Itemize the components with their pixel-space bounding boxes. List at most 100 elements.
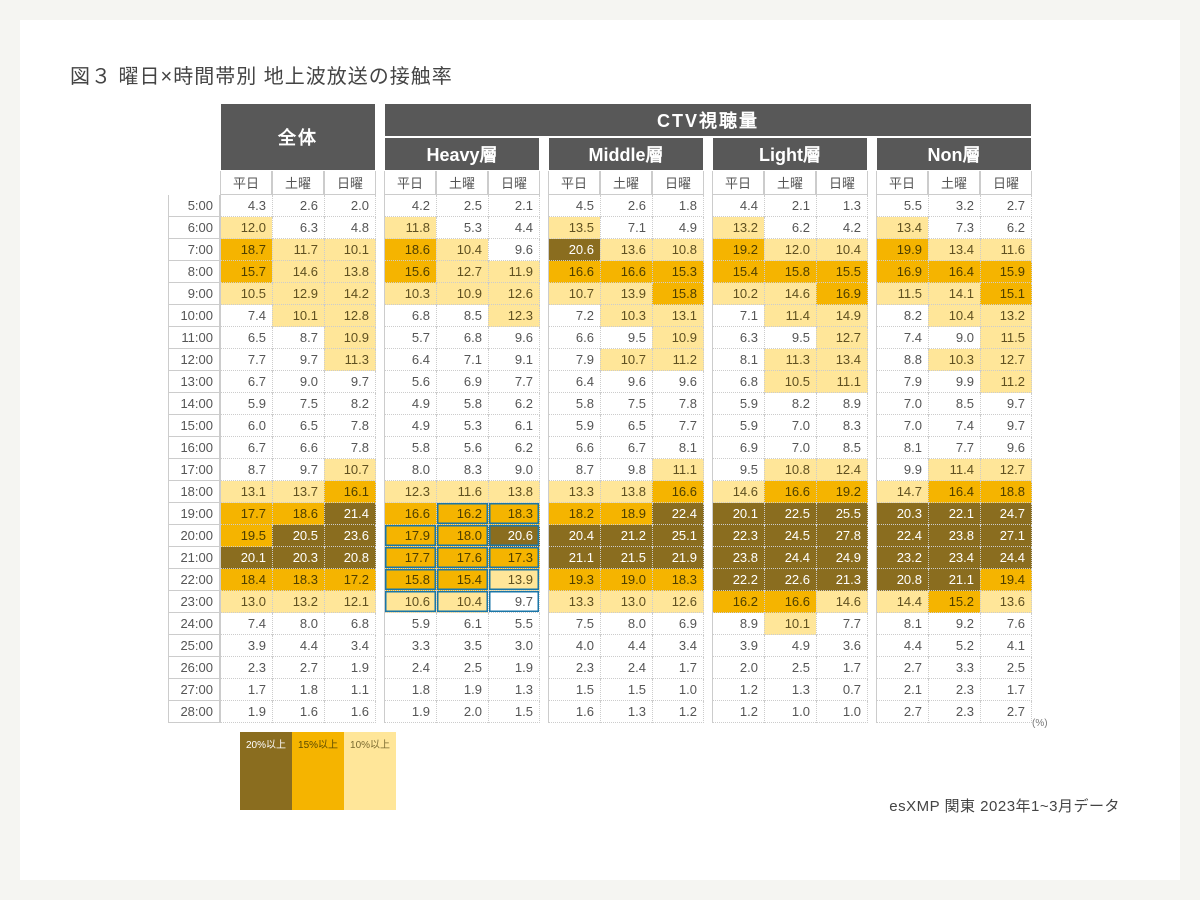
cell-non-9-0: 7.0 bbox=[876, 393, 928, 415]
time-8:00: 8:00 bbox=[168, 261, 220, 283]
cell-middle-14-0: 18.2 bbox=[548, 503, 600, 525]
cell-non-7-1: 10.3 bbox=[928, 349, 980, 371]
cell-non-6-2: 11.5 bbox=[980, 327, 1032, 349]
spacer bbox=[376, 569, 384, 591]
cell-heavy-13-0: 12.3 bbox=[384, 481, 436, 503]
cell-light-6-2: 12.7 bbox=[816, 327, 868, 349]
cell-middle-17-1: 19.0 bbox=[600, 569, 652, 591]
spacer bbox=[704, 569, 712, 591]
spacer bbox=[868, 393, 876, 415]
cell-light-22-0: 1.2 bbox=[712, 679, 764, 701]
spacer bbox=[540, 591, 548, 613]
time-21:00: 21:00 bbox=[168, 547, 220, 569]
cell-non-23-2: 2.7 bbox=[980, 701, 1032, 723]
dayhead-light-1: 土曜 bbox=[764, 171, 816, 195]
cell-heavy-20-0: 3.3 bbox=[384, 635, 436, 657]
cell-non-12-0: 9.9 bbox=[876, 459, 928, 481]
cell-all-16-1: 20.3 bbox=[272, 547, 324, 569]
cell-middle-0-0: 4.5 bbox=[548, 195, 600, 217]
cell-light-16-0: 23.8 bbox=[712, 547, 764, 569]
dayhead-all-0: 平日 bbox=[220, 171, 272, 195]
cell-all-4-1: 12.9 bbox=[272, 283, 324, 305]
cell-light-16-2: 24.9 bbox=[816, 547, 868, 569]
cell-heavy-15-2: 20.6 bbox=[488, 525, 540, 547]
cell-middle-12-2: 11.1 bbox=[652, 459, 704, 481]
cell-middle-21-2: 1.7 bbox=[652, 657, 704, 679]
cell-all-7-2: 11.3 bbox=[324, 349, 376, 371]
cell-light-4-2: 16.9 bbox=[816, 283, 868, 305]
time-20:00: 20:00 bbox=[168, 525, 220, 547]
cell-light-2-0: 19.2 bbox=[712, 239, 764, 261]
cell-all-1-0: 12.0 bbox=[220, 217, 272, 239]
cell-heavy-15-1: 18.0 bbox=[436, 525, 488, 547]
cell-middle-23-0: 1.6 bbox=[548, 701, 600, 723]
cell-light-19-2: 7.7 bbox=[816, 613, 868, 635]
cell-heavy-6-0: 5.7 bbox=[384, 327, 436, 349]
spacer bbox=[704, 613, 712, 635]
cell-light-14-1: 22.5 bbox=[764, 503, 816, 525]
cell-light-8-0: 6.8 bbox=[712, 371, 764, 393]
cell-non-4-1: 14.1 bbox=[928, 283, 980, 305]
cell-non-13-0: 14.7 bbox=[876, 481, 928, 503]
cell-non-12-1: 11.4 bbox=[928, 459, 980, 481]
cell-all-13-2: 16.1 bbox=[324, 481, 376, 503]
spacer bbox=[868, 137, 876, 195]
cell-non-0-2: 2.7 bbox=[980, 195, 1032, 217]
spacer bbox=[704, 701, 712, 723]
spacer bbox=[704, 635, 712, 657]
cell-all-9-0: 5.9 bbox=[220, 393, 272, 415]
spacer bbox=[540, 635, 548, 657]
spacer bbox=[868, 525, 876, 547]
spacer bbox=[376, 503, 384, 525]
cell-all-20-1: 4.4 bbox=[272, 635, 324, 657]
cell-all-9-1: 7.5 bbox=[272, 393, 324, 415]
cell-light-8-1: 10.5 bbox=[764, 371, 816, 393]
cell-all-13-0: 13.1 bbox=[220, 481, 272, 503]
group-header-all: 全体 bbox=[220, 103, 376, 171]
cell-all-8-1: 9.0 bbox=[272, 371, 324, 393]
cell-middle-22-2: 1.0 bbox=[652, 679, 704, 701]
spacer bbox=[540, 137, 548, 195]
cell-light-4-1: 14.6 bbox=[764, 283, 816, 305]
cell-light-0-2: 1.3 bbox=[816, 195, 868, 217]
figure-title: 図３ 曜日×時間帯別 地上波放送の接触率 bbox=[70, 60, 1130, 89]
cell-non-19-1: 9.2 bbox=[928, 613, 980, 635]
spacer bbox=[376, 437, 384, 459]
cell-all-15-1: 20.5 bbox=[272, 525, 324, 547]
cell-heavy-1-2: 4.4 bbox=[488, 217, 540, 239]
spacer bbox=[868, 327, 876, 349]
spacer bbox=[540, 481, 548, 503]
cell-heavy-19-0: 5.9 bbox=[384, 613, 436, 635]
cell-all-5-1: 10.1 bbox=[272, 305, 324, 327]
time-12:00: 12:00 bbox=[168, 349, 220, 371]
cell-middle-18-2: 12.6 bbox=[652, 591, 704, 613]
cell-middle-20-1: 4.4 bbox=[600, 635, 652, 657]
cell-middle-14-1: 18.9 bbox=[600, 503, 652, 525]
cell-heavy-18-1: 10.4 bbox=[436, 591, 488, 613]
cell-heavy-3-1: 12.7 bbox=[436, 261, 488, 283]
cell-heavy-2-0: 18.6 bbox=[384, 239, 436, 261]
cell-non-9-1: 8.5 bbox=[928, 393, 980, 415]
cell-non-8-1: 9.9 bbox=[928, 371, 980, 393]
spacer bbox=[704, 679, 712, 701]
cell-middle-3-2: 15.3 bbox=[652, 261, 704, 283]
cell-middle-16-2: 21.9 bbox=[652, 547, 704, 569]
cell-heavy-19-1: 6.1 bbox=[436, 613, 488, 635]
cell-all-12-2: 10.7 bbox=[324, 459, 376, 481]
cell-non-6-1: 9.0 bbox=[928, 327, 980, 349]
cell-light-1-2: 4.2 bbox=[816, 217, 868, 239]
cell-heavy-5-1: 8.5 bbox=[436, 305, 488, 327]
cell-light-13-1: 16.6 bbox=[764, 481, 816, 503]
cell-non-20-1: 5.2 bbox=[928, 635, 980, 657]
cell-all-10-0: 6.0 bbox=[220, 415, 272, 437]
time-26:00: 26:00 bbox=[168, 657, 220, 679]
cell-light-9-2: 8.9 bbox=[816, 393, 868, 415]
spacer bbox=[540, 415, 548, 437]
time-14:00: 14:00 bbox=[168, 393, 220, 415]
spacer bbox=[540, 195, 548, 217]
cell-non-0-0: 5.5 bbox=[876, 195, 928, 217]
cell-all-12-0: 8.7 bbox=[220, 459, 272, 481]
spacer bbox=[704, 349, 712, 371]
cell-light-21-0: 2.0 bbox=[712, 657, 764, 679]
cell-light-16-1: 24.4 bbox=[764, 547, 816, 569]
